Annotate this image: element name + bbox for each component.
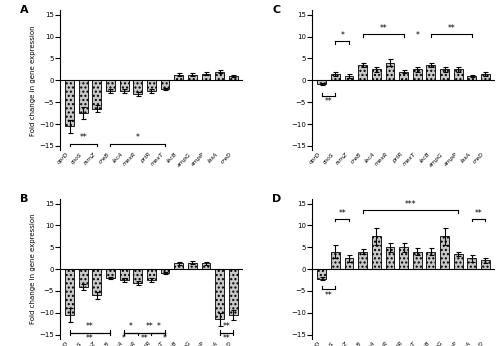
Text: *: * [163, 334, 167, 343]
Bar [229, 269, 237, 315]
Bar [202, 74, 210, 80]
Bar [79, 80, 88, 113]
Text: **: ** [380, 24, 387, 33]
Bar [399, 247, 408, 269]
Text: **: ** [86, 334, 94, 343]
Bar [331, 252, 340, 269]
Bar [120, 269, 128, 280]
Bar [481, 74, 490, 80]
Bar [229, 76, 237, 80]
Bar [318, 80, 326, 84]
Bar [468, 258, 476, 269]
Bar [147, 80, 156, 91]
Text: A: A [20, 5, 28, 15]
Bar [372, 236, 381, 269]
Bar [386, 63, 394, 80]
Bar [215, 269, 224, 319]
Bar [160, 269, 170, 273]
Text: *: * [136, 134, 140, 143]
Bar [372, 70, 381, 80]
Text: **: ** [222, 334, 230, 343]
Bar [344, 258, 354, 269]
Bar [454, 70, 462, 80]
Y-axis label: Fold change in gene expression: Fold change in gene expression [30, 214, 36, 325]
Bar [468, 76, 476, 80]
Bar [481, 261, 490, 269]
Text: **: ** [448, 24, 455, 33]
Bar [215, 72, 224, 80]
Text: *: * [129, 322, 133, 331]
Text: **: ** [324, 97, 332, 106]
Text: **: ** [475, 209, 482, 218]
Text: **: ** [222, 322, 230, 331]
Bar [426, 65, 436, 80]
Text: C: C [272, 5, 280, 15]
Text: *: * [122, 334, 126, 343]
Bar [160, 80, 170, 89]
Bar [147, 269, 156, 280]
Text: **: ** [338, 209, 346, 218]
Bar [386, 247, 394, 269]
Text: **: ** [140, 334, 148, 343]
Y-axis label: Fold change in gene expression: Fold change in gene expression [30, 25, 36, 136]
Bar [92, 269, 102, 295]
Bar [426, 252, 436, 269]
Bar [188, 75, 196, 80]
Bar [174, 263, 183, 269]
Bar [134, 80, 142, 94]
Text: *: * [340, 31, 344, 40]
Bar [344, 76, 354, 80]
Bar [134, 269, 142, 283]
Text: **: ** [324, 291, 332, 300]
Bar [65, 269, 74, 315]
Text: **: ** [86, 322, 94, 331]
Text: ***: *** [404, 200, 416, 209]
Bar [65, 80, 74, 126]
Bar [440, 70, 449, 80]
Bar [174, 75, 183, 80]
Text: B: B [20, 194, 28, 203]
Text: D: D [272, 194, 281, 203]
Text: *: * [416, 31, 419, 40]
Bar [188, 263, 196, 269]
Text: **: ** [146, 322, 154, 331]
Bar [413, 70, 422, 80]
Bar [79, 269, 88, 286]
Bar [318, 269, 326, 279]
Bar [106, 80, 115, 91]
Bar [358, 65, 367, 80]
Bar [454, 254, 462, 269]
Bar [331, 74, 340, 80]
Bar [440, 236, 449, 269]
Bar [106, 269, 115, 278]
Text: *: * [156, 322, 160, 331]
Text: **: ** [80, 134, 87, 143]
Bar [399, 72, 408, 80]
Bar [202, 263, 210, 269]
Bar [92, 80, 102, 109]
Bar [120, 80, 128, 91]
Bar [358, 252, 367, 269]
Bar [413, 252, 422, 269]
